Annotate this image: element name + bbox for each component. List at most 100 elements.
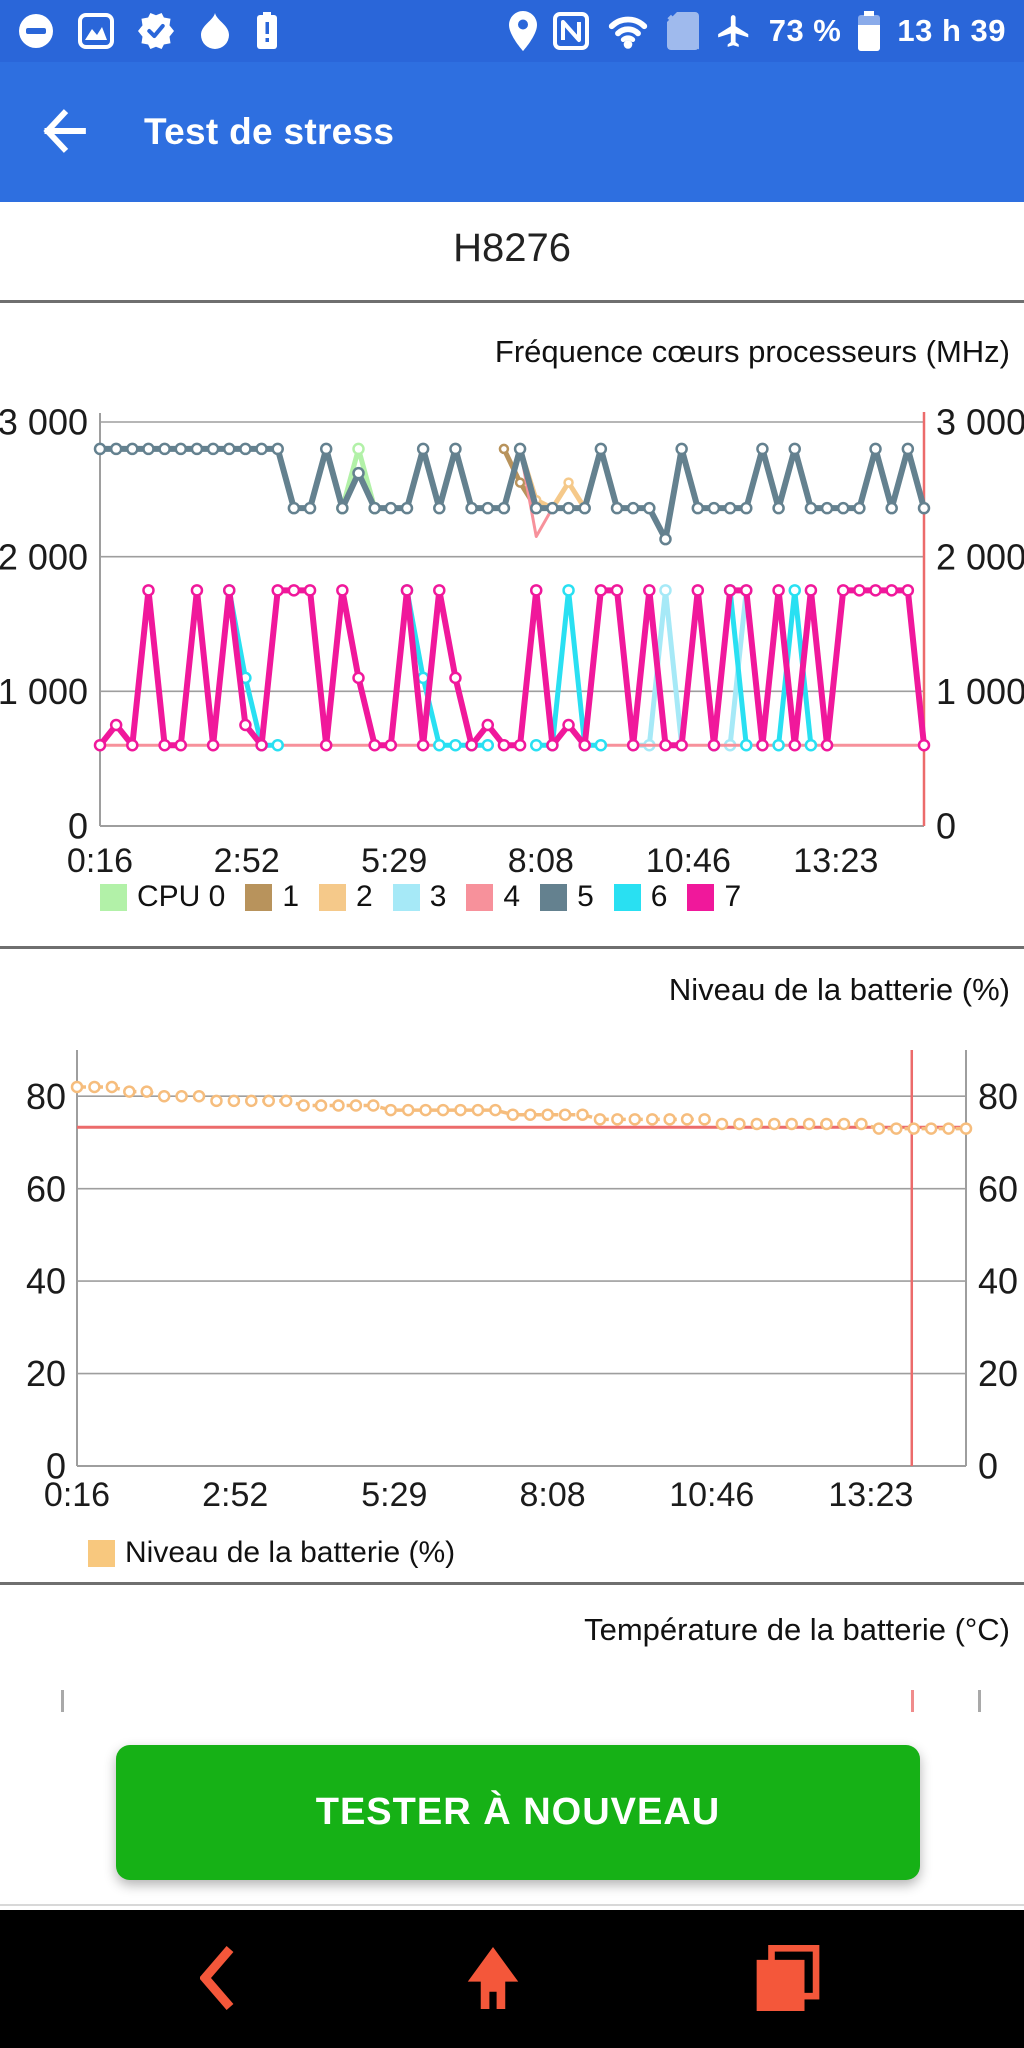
app-bar: Test de stress [0,62,1024,202]
cpu-chart-legend: CPU 0 1 2 3 4 5 6 7 [100,880,741,914]
badge-check-icon [138,13,174,49]
wifi-icon [605,12,651,50]
legend-item: 5 [540,880,594,914]
svg-text:5:29: 5:29 [361,1476,427,1514]
svg-text:3 000: 3 000 [936,402,1024,443]
legend-swatch [100,883,127,911]
legend-item: 2 [319,880,373,914]
legend-item: Niveau de la batterie (%) [88,1536,455,1570]
recents-icon [752,1944,824,2014]
battery-percent-text: 73 % [768,13,842,48]
legend-swatch [245,883,273,911]
svg-text:3 000: 3 000 [0,402,88,443]
legend-item: 4 [466,880,520,914]
cpu-chart-title: Fréquence cœurs processeurs (MHz) [494,334,1010,369]
do-not-disturb-icon [18,13,54,49]
nav-home-button[interactable] [460,1946,526,2012]
svg-text:40: 40 [26,1261,66,1302]
legend-item: 7 [687,880,741,914]
svg-text:2:52: 2:52 [202,1476,268,1514]
divider [0,1904,1024,1906]
svg-text:0: 0 [68,806,88,847]
svg-text:1 000: 1 000 [0,671,88,712]
legend-item: 6 [613,880,668,914]
svg-text:13:23: 13:23 [828,1476,913,1514]
status-bar: 73 % 13 h 39 [0,0,1024,62]
legend-swatch [687,883,715,911]
svg-text:5:29: 5:29 [361,842,427,880]
screenshot-icon [78,13,114,49]
svg-text:13:23: 13:23 [793,842,878,880]
legend-label: CPU 0 [137,880,226,913]
retest-button[interactable]: TESTER À NOUVEAU [116,1745,920,1880]
page-title: Test de stress [144,111,395,152]
divider [0,300,1024,303]
legend-swatch [466,883,494,911]
svg-text:10:46: 10:46 [669,1476,754,1514]
legend-swatch [613,883,641,911]
battery-chart-title: Niveau de la batterie (%) [668,972,1010,1007]
svg-text:0: 0 [46,1446,66,1487]
legend-item: 3 [392,880,447,914]
svg-text:40: 40 [978,1261,1018,1302]
temp-chart-axis-tick [978,1690,981,1712]
svg-text:0:16: 0:16 [67,842,133,880]
nav-recents-button[interactable] [752,1944,824,2014]
svg-text:2 000: 2 000 [936,536,1024,577]
svg-text:2 000: 2 000 [0,536,88,577]
back-button[interactable] [36,104,92,160]
svg-text:60: 60 [978,1168,1018,1209]
temp-chart-axis-tick [61,1690,64,1712]
svg-text:0: 0 [978,1446,998,1487]
legend-label: 3 [429,880,447,913]
svg-text:8:08: 8:08 [508,842,574,880]
flame-icon [198,13,232,49]
temperature-chart-title: Température de la batterie (°C) [584,1612,1010,1647]
svg-text:20: 20 [978,1353,1018,1394]
legend-swatch [392,883,420,911]
navigation-bar [0,1910,1024,2048]
svg-text:10:46: 10:46 [646,842,731,880]
svg-text:8:08: 8:08 [520,1476,586,1514]
location-icon [508,11,537,51]
nav-back-button[interactable] [199,1945,234,2013]
divider [0,946,1024,949]
svg-text:20: 20 [26,1353,66,1394]
home-icon [460,1946,526,2012]
svg-text:80: 80 [978,1076,1018,1117]
legend-item: CPU 0 [100,880,225,914]
legend-label: Niveau de la batterie (%) [125,1536,456,1569]
legend-label: 4 [503,880,521,913]
device-model: H8276 [453,226,571,270]
svg-text:0:16: 0:16 [44,1476,110,1514]
clock-text: 13 h 39 [897,13,1006,48]
svg-text:0: 0 [936,806,956,847]
temp-chart-cursor-tick [911,1690,914,1712]
legend-swatch [540,883,568,911]
svg-text:2:52: 2:52 [214,842,280,880]
sim-off-icon [666,12,699,50]
status-bar-left-icons [18,12,278,50]
battery-chart-legend: Niveau de la batterie (%) [88,1536,455,1570]
svg-text:60: 60 [26,1168,66,1209]
legend-swatch [88,1539,115,1567]
back-icon [199,1945,234,2013]
battery-icon [857,11,881,51]
legend-item: 1 [245,880,299,914]
status-bar-right: 73 % 13 h 39 [508,11,1006,51]
nfc-icon [552,12,589,50]
legend-label: 1 [282,880,300,913]
legend-label: 5 [577,880,594,913]
divider [0,1582,1024,1585]
svg-text:80: 80 [26,1076,66,1117]
airplane-icon [715,12,753,50]
legend-label: 6 [650,880,668,913]
arrow-left-icon [38,105,90,160]
legend-label: 7 [724,880,742,913]
battery-alert-icon [256,12,278,50]
legend-label: 2 [356,880,373,913]
legend-swatch [319,883,347,911]
